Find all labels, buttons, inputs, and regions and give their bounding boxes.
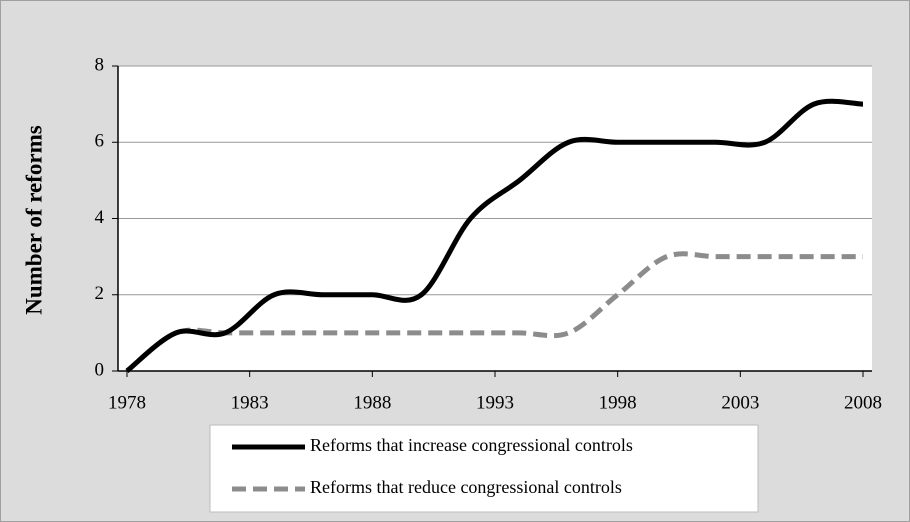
series-line — [125, 98, 864, 373]
legend-box — [209, 424, 759, 513]
x-tick-label: 1978 — [108, 392, 146, 413]
legend-label: Reforms that increase congressional cont… — [310, 435, 633, 455]
x-tick-label: 1993 — [476, 392, 514, 413]
legend: Reforms that increase congressional cont… — [209, 424, 759, 513]
x-tick-label: 2003 — [721, 392, 759, 413]
y-tick-label: 6 — [95, 131, 105, 152]
x-tick-label: 1983 — [231, 392, 269, 413]
series-line — [125, 251, 863, 373]
x-tick-label: 1988 — [353, 392, 391, 413]
x-tick-label: 1998 — [599, 392, 637, 413]
y-tick-label: 8 — [95, 54, 105, 75]
y-tick-label: 2 — [95, 283, 105, 304]
legend-label: Reforms that reduce congressional contro… — [310, 477, 622, 497]
x-tick-label: 2008 — [844, 392, 882, 413]
y-tick-label: 4 — [95, 207, 105, 228]
y-axis-label: Number of reforms — [21, 125, 46, 315]
y-tick-label: 0 — [95, 359, 105, 380]
